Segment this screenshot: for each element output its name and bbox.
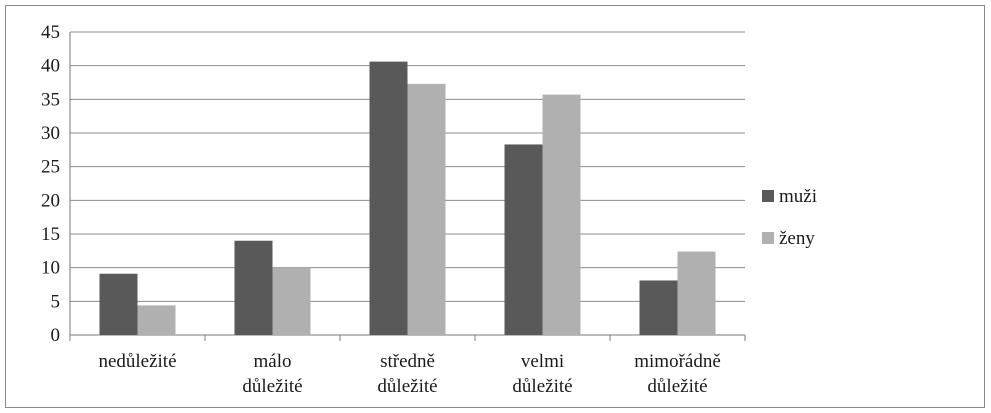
y-tick-label: 10	[41, 258, 60, 279]
y-tick-label: 40	[41, 56, 60, 77]
legend-label-ženy: ženy	[779, 228, 815, 249]
x-tick-label: málo	[254, 351, 292, 372]
x-tick-label: důležité	[242, 376, 302, 397]
y-tick-label: 15	[41, 224, 60, 245]
bar-muži	[639, 280, 678, 335]
bar-muži	[504, 144, 543, 335]
bar-muži	[234, 240, 273, 335]
legend-label-muži: muži	[779, 186, 817, 207]
bar-ženy	[677, 251, 716, 335]
bar-ženy	[272, 267, 311, 335]
y-tick-label: 30	[41, 123, 60, 144]
x-tick-label: nedůležité	[98, 351, 176, 372]
y-tick-label: 0	[51, 325, 61, 346]
chart-frame	[5, 5, 985, 408]
x-tick-label: důležité	[377, 376, 437, 397]
y-tick-label: 5	[51, 291, 61, 312]
x-tick-label: důležité	[512, 376, 572, 397]
bar-muži	[99, 273, 138, 335]
x-tick-label: velmi	[521, 351, 564, 372]
legend-swatch-ženy	[762, 232, 774, 244]
y-tick-label: 35	[41, 89, 60, 110]
legend-swatch-muži	[762, 190, 774, 202]
y-tick-label: 20	[41, 190, 60, 211]
x-tick-label: mimořádně	[634, 351, 721, 372]
y-tick-label: 45	[41, 22, 60, 43]
y-tick-label: 25	[41, 157, 60, 178]
x-tick-label: středně	[380, 351, 435, 372]
x-tick-label: důležité	[647, 376, 707, 397]
bar-ženy	[137, 305, 176, 335]
bar-muži	[369, 61, 408, 335]
bar-ženy	[407, 83, 446, 335]
bar-ženy	[542, 94, 581, 336]
